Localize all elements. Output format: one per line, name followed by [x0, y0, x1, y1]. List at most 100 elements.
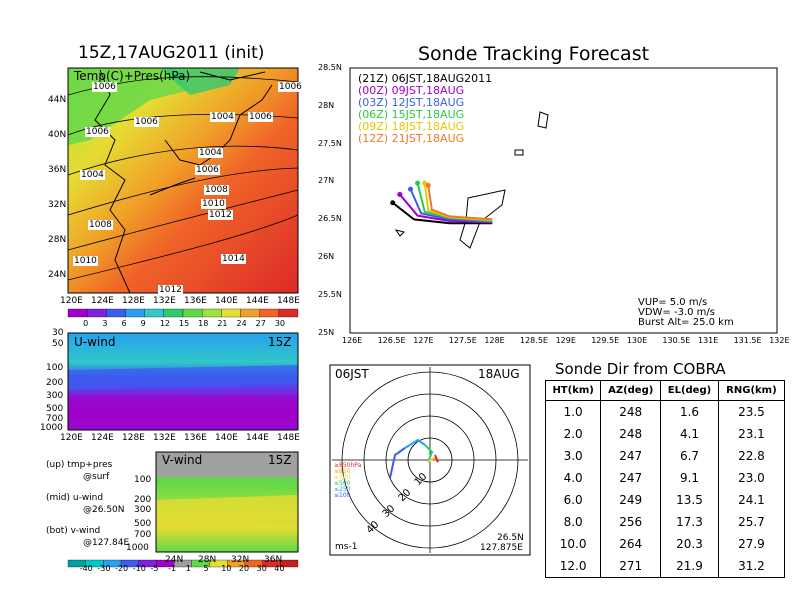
map-lon-tick: 132E	[153, 296, 176, 306]
isobar-label: 1006	[278, 82, 303, 92]
u-pres-tick: 50	[52, 339, 64, 349]
tracking-lon-tick: 126E	[342, 336, 363, 345]
colorbar-tick: 24	[236, 319, 247, 328]
isobar-label: 1006	[92, 82, 117, 92]
polar-lat: 26.5N	[497, 533, 524, 543]
tracking-lon-tick: 128.5E	[520, 336, 548, 345]
u-wind-label: U-wind	[74, 335, 116, 349]
level-legend-item: ≤250	[334, 486, 351, 493]
table-cell: 20.3	[660, 533, 719, 555]
colorbar-tick: 6	[121, 319, 127, 328]
tracking-legend-item: (00Z) 09JST,18AUG	[358, 84, 465, 97]
table-row: 1.0 248 1.6 23.5	[544, 400, 786, 423]
map-lat-tick: 44N	[48, 95, 67, 105]
map-lat-tick: 28N	[48, 235, 67, 245]
isobar-label: 1006	[195, 165, 220, 175]
coastline	[94, 69, 273, 294]
note-sub: @26.50N	[83, 505, 125, 515]
v-wind-top	[156, 452, 298, 477]
note-sub: @surf	[83, 472, 110, 482]
u-lon-tick: 120E	[60, 433, 83, 443]
map-lon-tick: 144E	[246, 296, 269, 306]
isobar-label: 1014	[221, 254, 246, 264]
u-lon-tick: 124E	[91, 433, 114, 443]
tracking-lat-tick: 25.5N	[318, 289, 342, 299]
u-lon-tick: 132E	[153, 433, 176, 443]
tracking-lon-tick: 128E	[484, 336, 505, 345]
map-lon-tick: 128E	[122, 296, 145, 306]
v-pres-tick: 700	[134, 530, 152, 540]
wind-colorbar-tick: -30	[97, 564, 111, 573]
v-wind-label: V-wind	[162, 453, 203, 467]
track-endpoint	[422, 180, 428, 186]
wind-colorbar	[67, 559, 299, 568]
track-line	[399, 193, 493, 224]
cold-region	[160, 68, 240, 95]
track-line	[409, 188, 493, 223]
v-lat-tick: 32N	[231, 555, 250, 565]
v-lat-tick: 36N	[264, 555, 283, 565]
track-line	[427, 185, 493, 221]
table-cell: 247	[600, 445, 662, 467]
u-pres-tick: 200	[46, 378, 64, 388]
v-pres-tick: 200	[134, 495, 152, 505]
tracking-legend-item: (06Z) 15JST,18AUG	[358, 108, 465, 121]
map-lat-tick: 24N	[48, 270, 67, 280]
track-endpoint	[407, 186, 413, 192]
polar-time: 06JST	[335, 367, 369, 381]
tracking-lon-tick: 129E	[555, 336, 576, 345]
v-pres-tick: 1000	[126, 543, 149, 553]
tracking-lon-tick: 127.5E	[448, 336, 477, 345]
table-row: 4.0 247 9.1 23.0	[544, 467, 786, 489]
polar-lon: 127.875E	[480, 543, 523, 553]
level-legend-item: ≤100	[334, 492, 351, 499]
island-small-3	[394, 229, 405, 237]
tracking-param: Burst Alt= 25.0 km	[638, 317, 734, 328]
wind-colorbar-swatch	[280, 559, 299, 568]
table-header: EL(deg)	[660, 380, 719, 401]
colorbar-tick: 0	[83, 319, 89, 328]
map-lat-tick: 36N	[48, 165, 67, 175]
isobar-label: 1004	[210, 112, 235, 122]
temp-colorbar	[67, 308, 299, 318]
isobar-label: 1010	[73, 256, 98, 266]
isobar-label: 1004	[198, 148, 223, 158]
wind-colorbar-tick: 10	[221, 564, 232, 573]
table-cell: 24.1	[717, 489, 786, 511]
tracking-title: Sonde Tracking Forecast	[418, 43, 650, 65]
level-legend-item: ≥850hPa	[334, 462, 362, 469]
table-cell: 264	[600, 533, 662, 555]
wind-colorbar-tick: -5	[150, 564, 159, 573]
map-lon-tick: 140E	[215, 296, 238, 306]
tracking-lon-tick: 130E	[626, 336, 648, 345]
table-header: HT(km)	[544, 380, 602, 401]
table-cell: 1.0	[544, 400, 602, 423]
tracking-lon-tick: 131.5E	[733, 336, 762, 345]
u-pres-tick: 700	[46, 414, 64, 424]
colorbar-tick: 18	[198, 319, 209, 328]
table-cell: 31.2	[717, 555, 786, 578]
tracking-param: VUP= 5.0 m/s	[638, 297, 708, 308]
table-cell: 249	[600, 489, 662, 511]
isobar-label: 1012	[158, 285, 183, 295]
tracking-lon-tick: 129.5E	[591, 336, 620, 345]
isobar-label: 1006	[85, 127, 110, 137]
note-line: (up) tmp+pres	[46, 460, 113, 470]
table-cell: 10.0	[544, 533, 602, 555]
tracking-lon-tick: 131E	[698, 336, 719, 345]
table-cell: 17.3	[660, 511, 719, 533]
map-lat-tick: 32N	[48, 200, 67, 210]
hodograph	[389, 438, 439, 479]
polar-date: 18AUG	[478, 367, 520, 381]
table-cell: 23.1	[717, 423, 786, 445]
tracking-lat-tick: 26N	[318, 252, 335, 261]
tracking-lon-tick: 132E	[769, 336, 790, 345]
isobar-label: 1010	[201, 199, 226, 209]
colorbar-tick: 3	[102, 319, 108, 328]
colorbar-tick: 15	[179, 319, 190, 328]
u-wind-lower	[68, 395, 298, 430]
isobar-label: 1008	[88, 220, 113, 230]
table-row: 8.0 256 17.3 25.7	[544, 511, 786, 533]
